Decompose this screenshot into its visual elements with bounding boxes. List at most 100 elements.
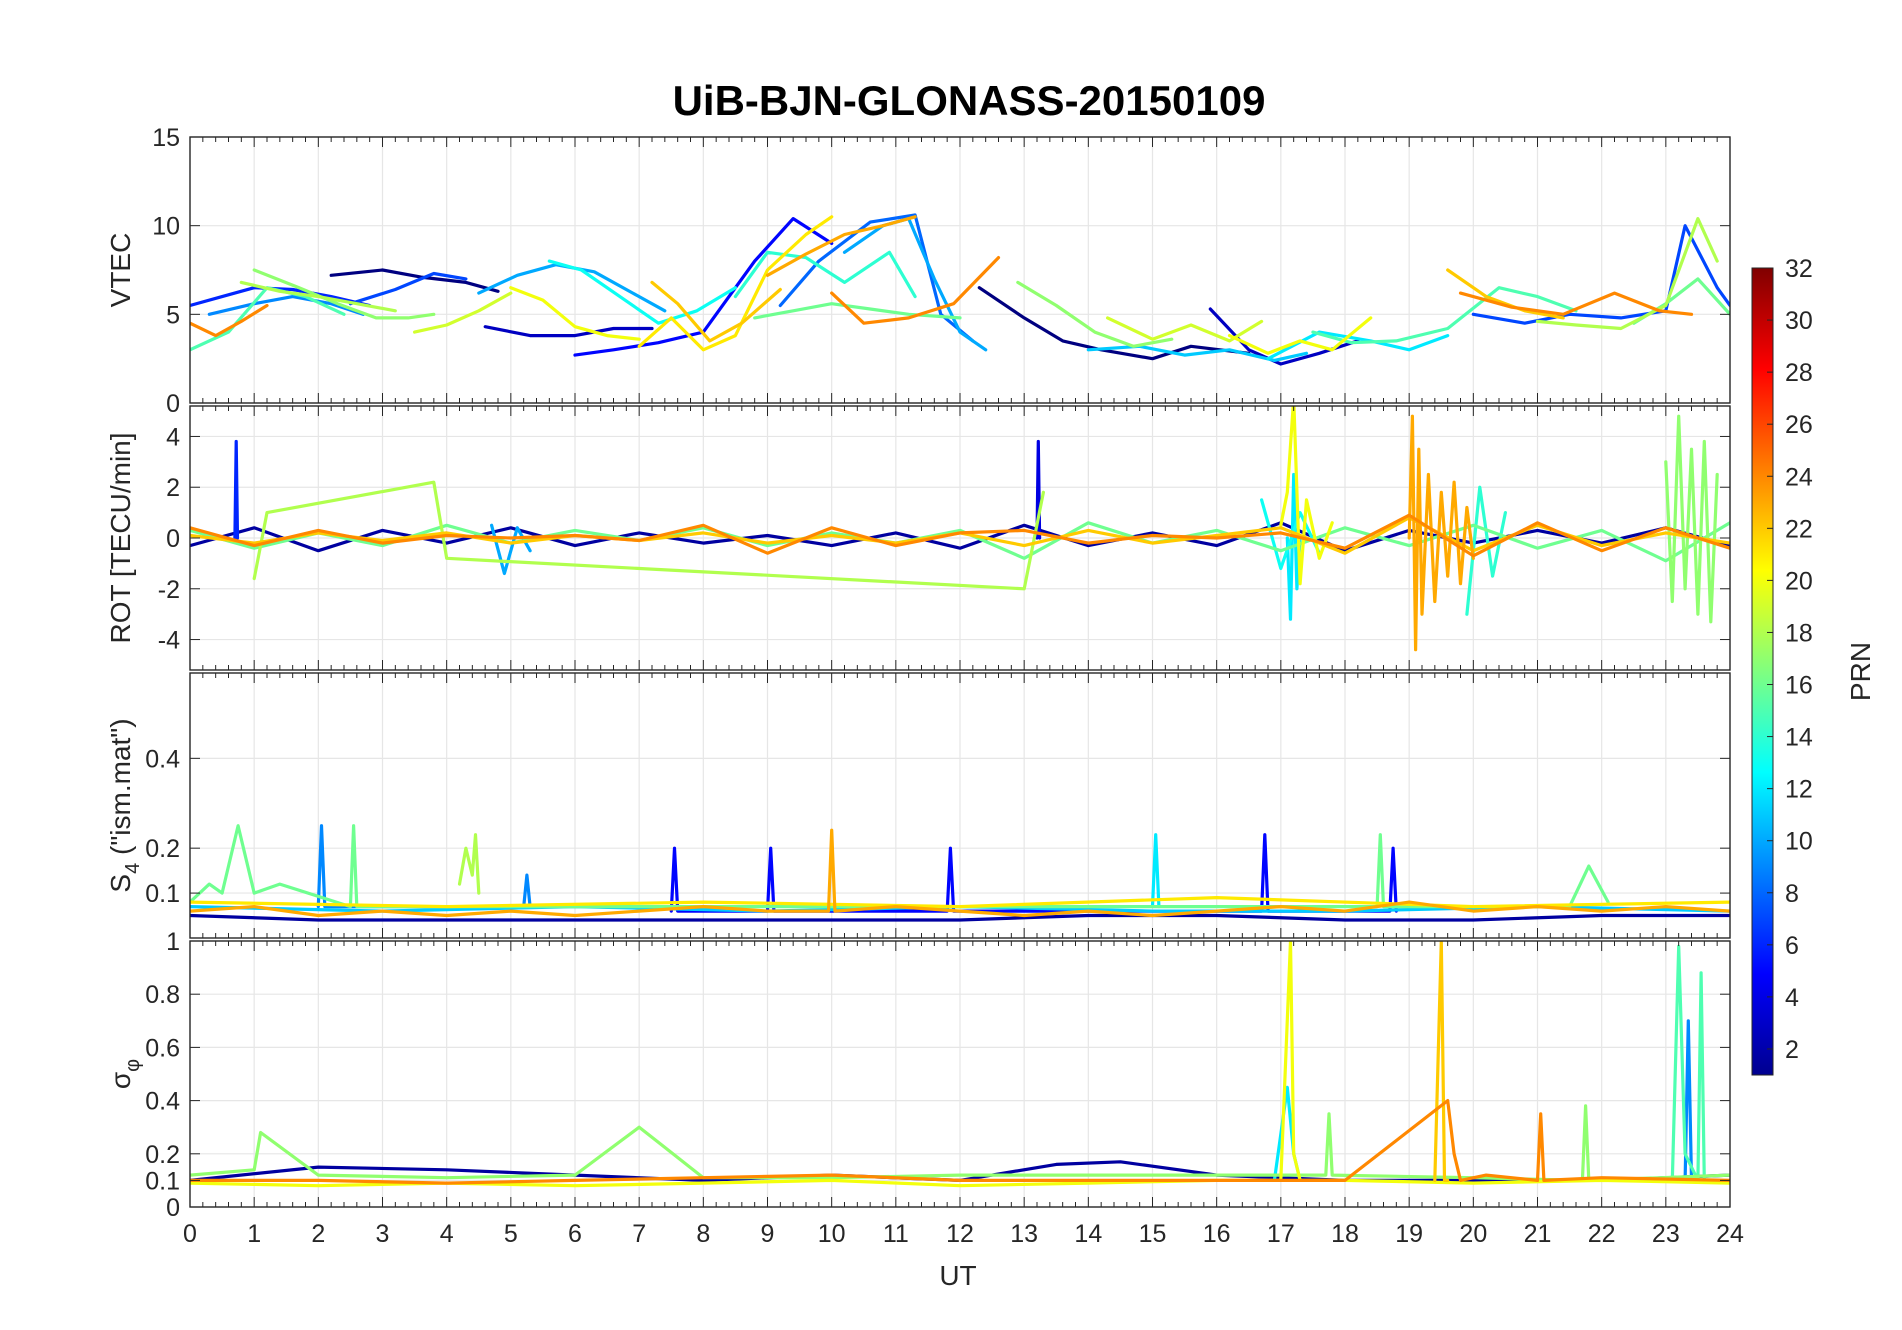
y-tick-label: 15	[152, 124, 180, 152]
y-tick-label: 0.4	[145, 1088, 180, 1116]
colorbar-tick-label: 24	[1785, 463, 1813, 491]
x-tick-labels: 0 1 2 3 4 5 6 7 8 9 10 11 12 13 14 15 16 17 18 19 20 21 22 23 24	[183, 1220, 1744, 1248]
series-prn-18	[1535, 217, 1719, 331]
colorbar-tick-label: 16	[1785, 672, 1813, 700]
panel-s4-ylabel: S4 ("ism.mat")	[105, 718, 144, 892]
y-tick-label: 0.4	[145, 745, 180, 773]
colorbar-tick-label: 32	[1785, 255, 1813, 283]
x-axis-label: UT	[939, 1260, 976, 1291]
y-tick-label: 1	[166, 928, 180, 956]
x-tick-label: 15	[1139, 1220, 1167, 1248]
series-prn-24	[190, 513, 1730, 558]
series-prn-22	[650, 280, 782, 343]
x-tick-label: 18	[1331, 1220, 1359, 1248]
colorbar-tick-label: 26	[1785, 411, 1813, 439]
series-prn-20	[509, 286, 641, 341]
x-tick-label: 10	[818, 1220, 846, 1248]
colorbar-tick-label: 2	[1785, 1036, 1799, 1064]
series-prn-20	[1279, 406, 1334, 586]
colorbar-tick-label: 14	[1785, 724, 1813, 752]
series-prn-7	[348, 271, 468, 306]
colorbar-tick-label: 10	[1785, 828, 1813, 856]
panel-vtec-ylabel: VTEC	[105, 233, 136, 308]
colorbar-tick-label: 28	[1785, 359, 1813, 387]
series-prn-23	[190, 828, 1730, 918]
series-prn-23	[765, 215, 917, 277]
x-tick-label: 22	[1588, 1220, 1616, 1248]
series-prn-19	[1105, 316, 1264, 343]
series-prn-17	[1016, 280, 1174, 348]
series-prn-8	[778, 213, 975, 343]
series-prn-3	[483, 325, 654, 338]
y-tick-label: 0	[166, 525, 180, 553]
series-prn-12	[1285, 472, 1302, 621]
colorbar-tick-label: 4	[1785, 984, 1799, 1012]
y-tick-label: 5	[166, 301, 180, 329]
series-prn-24	[190, 303, 269, 338]
y-tick-label: 0	[166, 390, 180, 418]
panel-rot-series	[190, 406, 1730, 652]
panel-sigma_phi-series	[190, 941, 1730, 1188]
series-prn-16	[190, 521, 1730, 563]
series-prn-14	[733, 250, 917, 299]
y-tick-label: 10	[152, 213, 180, 241]
series-prn-22	[1446, 268, 1565, 320]
panel-rot-ylabel: ROT [TECU/min]	[105, 432, 136, 643]
series-prn-10	[842, 217, 988, 352]
x-tick-label: 17	[1267, 1220, 1295, 1248]
series-prn-2	[190, 913, 1730, 922]
colorbar-tick-label: 6	[1785, 932, 1799, 960]
panel-vtec: 0 5 10 15 VTEC	[105, 124, 1731, 418]
series-prn-19	[413, 291, 513, 334]
x-tick-label: 3	[376, 1220, 390, 1248]
series-prn-18	[457, 833, 481, 895]
colorbar-tick-label: 20	[1785, 567, 1813, 595]
series-prn-20	[1227, 316, 1373, 355]
x-tick-label: 14	[1074, 1220, 1102, 1248]
y-tick-label: 4	[166, 423, 180, 451]
series-prn-24	[190, 1098, 1730, 1185]
x-tick-label: 19	[1395, 1220, 1423, 1248]
series-prn-18	[239, 280, 397, 313]
x-tick-label: 6	[568, 1220, 582, 1248]
x-tick-label: 0	[183, 1220, 197, 1248]
x-tick-label: 4	[440, 1220, 454, 1248]
series-prn-17	[1664, 414, 1719, 624]
series-prn-12	[1150, 833, 1161, 909]
chart-title: UiB-BJN-GLONASS-20150109	[673, 77, 1266, 124]
x-tick-label: 11	[883, 1220, 909, 1248]
colorbar-tick-label: 18	[1785, 619, 1813, 647]
colorbar-tick-label: 8	[1785, 880, 1799, 908]
y-tick-label: 0.2	[145, 835, 180, 863]
x-tick-label: 1	[247, 1220, 261, 1248]
x-tick-label: 8	[696, 1220, 710, 1248]
x-tick-label: 9	[761, 1220, 775, 1248]
colorbar-tick-label: 22	[1785, 515, 1813, 543]
y-tick-label: 0.1	[145, 880, 180, 908]
y-tick-label: -4	[158, 627, 180, 655]
series-prn-24	[1458, 291, 1694, 316]
x-tick-label: 20	[1459, 1220, 1487, 1248]
y-tick-label: 2	[166, 474, 180, 502]
series-prn-22	[1433, 941, 1450, 1183]
panel-rot: -4 -2 0 2 4 ROT [TECU/min]	[105, 405, 1731, 671]
series-prn-21	[637, 215, 834, 352]
y-tick-label: -2	[158, 576, 180, 604]
y-tick-label: 0	[166, 1194, 180, 1222]
x-tick-label: 16	[1203, 1220, 1231, 1248]
panel-sigma_phi-ylabel: σφ	[105, 1059, 144, 1089]
x-tick-label: 13	[1010, 1220, 1038, 1248]
series-prn-6	[233, 439, 240, 540]
series-prn-23	[1407, 414, 1475, 652]
series-prn-9	[1683, 1019, 1694, 1183]
series-prn-17	[252, 268, 436, 320]
x-tick-label: 24	[1716, 1220, 1744, 1248]
colorbar-gradient	[1751, 267, 1774, 1076]
series-prn-7	[1471, 224, 1730, 325]
series-prn-18	[252, 480, 1046, 591]
y-tick-label: 0.2	[145, 1141, 180, 1169]
series-prn-13	[547, 259, 738, 325]
